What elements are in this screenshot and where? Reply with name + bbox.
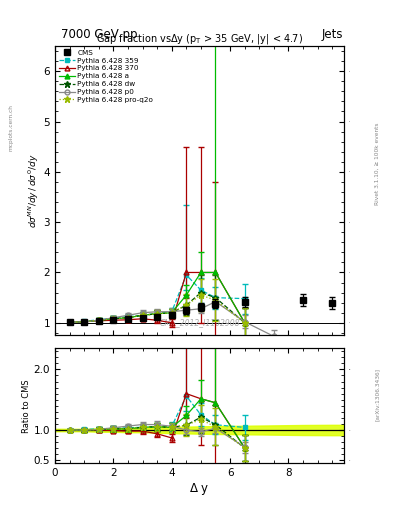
Text: Jets: Jets (321, 28, 343, 41)
Y-axis label: $d\sigma^{MN}/dy\,/\,d\sigma^{0}/dy$: $d\sigma^{MN}/dy\,/\,d\sigma^{0}/dy$ (26, 154, 41, 228)
Text: [arXiv:1306.3436]: [arXiv:1306.3436] (375, 368, 380, 421)
X-axis label: $\Delta$ y: $\Delta$ y (189, 481, 209, 497)
Title: Gap fraction vs$\Delta$y (p$_\mathrm{T}$ > 35 GeV, |y| < 4.7): Gap fraction vs$\Delta$y (p$_\mathrm{T}$… (96, 32, 303, 46)
Y-axis label: Ratio to CMS: Ratio to CMS (22, 379, 31, 433)
Text: mcplots.cern.ch: mcplots.cern.ch (8, 104, 13, 152)
Text: CMS_2012_I1102908: CMS_2012_I1102908 (159, 317, 240, 327)
Text: 7000 GeV pp: 7000 GeV pp (61, 28, 138, 41)
Legend: CMS, Pythia 6.428 359, Pythia 6.428 370, Pythia 6.428 a, Pythia 6.428 dw, Pythia: CMS, Pythia 6.428 359, Pythia 6.428 370,… (57, 48, 155, 104)
Text: Rivet 3.1.10, ≥ 100k events: Rivet 3.1.10, ≥ 100k events (375, 122, 380, 205)
